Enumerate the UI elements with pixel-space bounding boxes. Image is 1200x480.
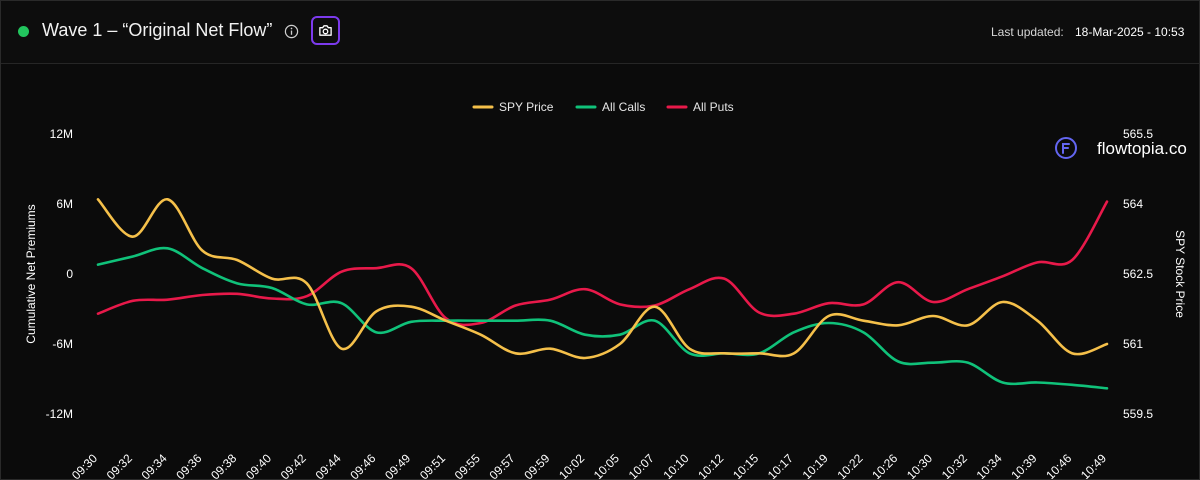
info-icon[interactable] bbox=[284, 24, 299, 39]
brand-name[interactable]: flowtopia.co bbox=[1097, 139, 1187, 158]
y-tick-label: -6M bbox=[52, 337, 73, 351]
x-tick-label: 09:55 bbox=[452, 451, 483, 479]
flowtopia-logo-icon[interactable] bbox=[1054, 136, 1078, 160]
x-tick-label: 09:36 bbox=[173, 451, 204, 479]
spy-price-series-line bbox=[96, 198, 1109, 360]
x-tick-label: 09:46 bbox=[347, 451, 378, 479]
y2-tick-label: 561 bbox=[1123, 337, 1143, 351]
x-tick-label: 10:34 bbox=[974, 451, 1005, 479]
x-tick-label: 09:57 bbox=[487, 451, 518, 479]
legend-label-spy-price: SPY Price bbox=[499, 100, 554, 114]
x-tick-label: 10:30 bbox=[904, 451, 935, 479]
legend-label-all-calls: All Calls bbox=[602, 100, 645, 114]
x-tick-label: 10:05 bbox=[591, 451, 622, 479]
x-tick-label: 10:32 bbox=[939, 451, 970, 479]
x-tick-label: 10:17 bbox=[765, 451, 796, 479]
all-puts-series-line bbox=[96, 200, 1109, 327]
y2-tick-label: 562.5 bbox=[1123, 267, 1153, 281]
last-updated-label: Last updated: bbox=[991, 25, 1064, 39]
y-tick-label: 0 bbox=[66, 267, 73, 281]
x-tick-label: 10:02 bbox=[556, 451, 587, 479]
y2-axis-title: SPY Stock Price bbox=[1173, 230, 1187, 318]
last-updated-value: 18-Mar-2025 - 10:53 bbox=[1075, 25, 1185, 39]
x-tick-label: 09:34 bbox=[139, 451, 170, 479]
x-tick-label: 09:44 bbox=[313, 451, 344, 479]
x-tick-label: 09:42 bbox=[278, 451, 309, 479]
x-tick-label: 09:30 bbox=[69, 451, 100, 479]
x-tick-label: 10:46 bbox=[1043, 451, 1074, 479]
legend-label-all-puts: All Puts bbox=[693, 100, 734, 114]
x-tick-label: 09:32 bbox=[104, 451, 135, 479]
x-tick-label: 10:12 bbox=[695, 451, 726, 479]
status-dot bbox=[18, 26, 29, 37]
x-tick-label: 09:38 bbox=[208, 451, 239, 479]
x-tick-label: 10:10 bbox=[660, 451, 691, 479]
chart-area: flowtopia.co bbox=[1, 64, 1199, 479]
page-title: Wave 1 – “Original Net Flow” bbox=[42, 20, 273, 40]
camera-icon bbox=[319, 25, 332, 36]
x-tick-label: 10:39 bbox=[1008, 451, 1039, 479]
x-tick-label: 10:07 bbox=[626, 451, 657, 479]
y-tick-label: 6M bbox=[56, 197, 73, 211]
card-header: Wave 1 – “Original Net Flow” Last update… bbox=[1, 1, 1199, 64]
x-tick-label: 09:59 bbox=[521, 451, 552, 479]
all-calls-series-line bbox=[96, 246, 1109, 390]
x-tick-label: 10:19 bbox=[800, 451, 831, 479]
x-tick-label: 10:49 bbox=[1078, 451, 1109, 479]
screenshot-button[interactable] bbox=[311, 16, 340, 45]
y2-tick-label: 559.5 bbox=[1123, 407, 1153, 421]
x-tick-label: 10:15 bbox=[730, 451, 761, 479]
y-tick-label: 12M bbox=[50, 127, 73, 141]
y2-tick-label: 564 bbox=[1123, 197, 1143, 211]
x-tick-label: 09:49 bbox=[382, 451, 413, 479]
y-axis-title: Cumulative Net Premiums bbox=[24, 204, 38, 343]
y2-tick-label: 565.5 bbox=[1123, 127, 1153, 141]
x-tick-label: 09:51 bbox=[417, 451, 448, 479]
x-tick-label: 09:40 bbox=[243, 451, 274, 479]
y-tick-label: -12M bbox=[46, 407, 73, 421]
x-tick-label: 10:22 bbox=[834, 451, 865, 479]
x-tick-label: 10:26 bbox=[869, 451, 900, 479]
